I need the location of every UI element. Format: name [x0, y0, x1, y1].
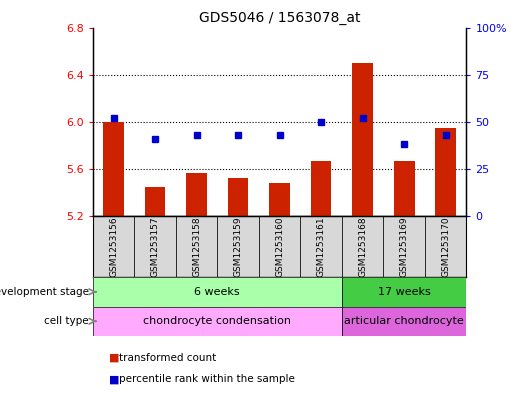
Bar	[93, 277, 342, 307]
Text: GSM1253160: GSM1253160	[275, 216, 284, 277]
Bar	[103, 122, 124, 216]
Text: GSM1253158: GSM1253158	[192, 216, 201, 277]
Bar	[93, 216, 134, 277]
Bar	[394, 161, 414, 216]
Bar	[425, 216, 466, 277]
Text: GSM1253157: GSM1253157	[151, 216, 160, 277]
Bar	[435, 128, 456, 216]
Text: transformed count: transformed count	[119, 353, 216, 363]
Text: 17 weeks: 17 weeks	[378, 287, 430, 297]
Text: GSM1253161: GSM1253161	[316, 216, 325, 277]
Text: ■: ■	[109, 353, 119, 363]
Bar	[228, 178, 249, 216]
Text: percentile rank within the sample: percentile rank within the sample	[119, 374, 295, 384]
Bar	[352, 63, 373, 216]
Text: GSM1253156: GSM1253156	[109, 216, 118, 277]
Bar	[259, 216, 301, 277]
Text: cell type: cell type	[45, 316, 89, 326]
Bar	[311, 161, 331, 216]
Bar	[145, 187, 165, 216]
Bar	[186, 173, 207, 216]
Text: 6 weeks: 6 weeks	[195, 287, 240, 297]
Title: GDS5046 / 1563078_at: GDS5046 / 1563078_at	[199, 11, 360, 25]
Bar	[269, 183, 290, 216]
Bar	[301, 216, 342, 277]
Bar	[134, 216, 176, 277]
Text: development stage: development stage	[0, 287, 89, 297]
Bar	[342, 307, 466, 336]
Text: GSM1253170: GSM1253170	[441, 216, 450, 277]
Bar	[342, 216, 383, 277]
Bar	[176, 216, 217, 277]
Text: GSM1253169: GSM1253169	[400, 216, 409, 277]
Text: chondrocyte condensation: chondrocyte condensation	[143, 316, 292, 326]
Bar	[342, 277, 466, 307]
Bar	[93, 307, 342, 336]
Text: GSM1253168: GSM1253168	[358, 216, 367, 277]
Text: articular chondrocyte: articular chondrocyte	[344, 316, 464, 326]
Bar	[217, 216, 259, 277]
Text: GSM1253159: GSM1253159	[234, 216, 243, 277]
Bar	[383, 216, 425, 277]
Text: ■: ■	[109, 374, 119, 384]
